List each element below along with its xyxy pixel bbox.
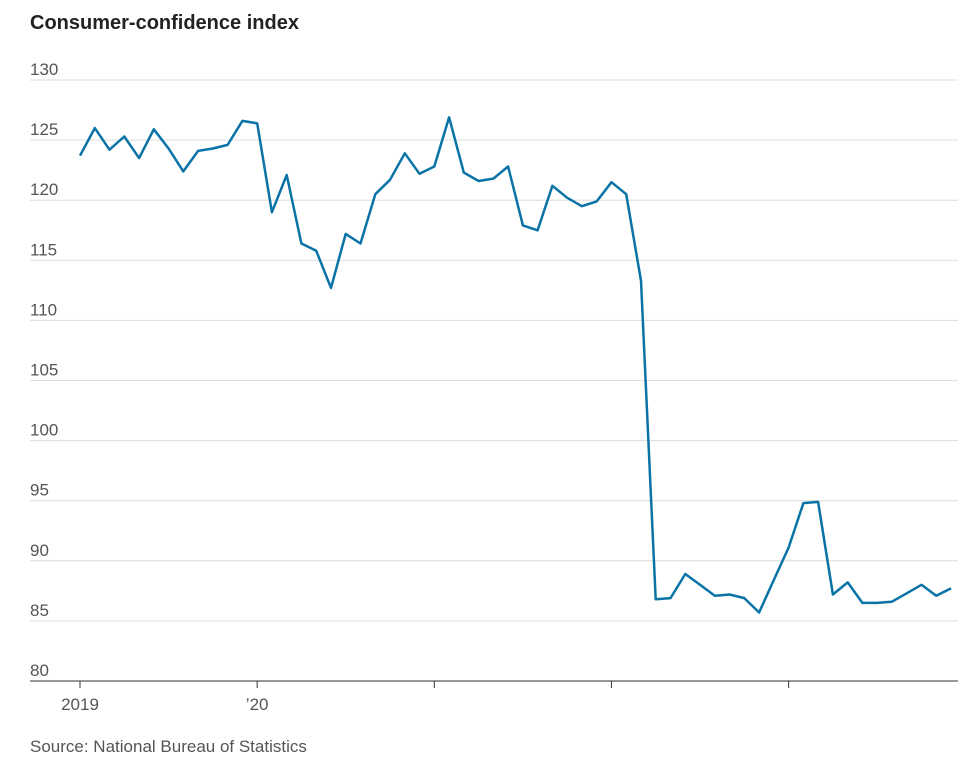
x-tick-label: 2019 xyxy=(61,695,99,714)
y-tick-label: 90 xyxy=(30,541,49,560)
chart-title: Consumer-confidence index xyxy=(30,12,299,34)
y-tick-label: 100 xyxy=(30,421,58,440)
y-tick-label: 125 xyxy=(30,120,58,139)
y-tick-label: 120 xyxy=(30,180,58,199)
y-tick-label: 105 xyxy=(30,361,58,380)
y-tick-label: 130 xyxy=(30,60,58,79)
y-tick-label: 80 xyxy=(30,661,49,680)
y-tick-label: 85 xyxy=(30,601,49,620)
data-line xyxy=(78,116,952,614)
source: Source: National Bureau of Statistics xyxy=(30,737,307,756)
y-tick-label: 95 xyxy=(30,481,49,500)
x-tick-label: ’20 xyxy=(246,695,269,714)
y-tick-label: 115 xyxy=(30,240,57,259)
y-tick-label: 110 xyxy=(30,300,57,319)
